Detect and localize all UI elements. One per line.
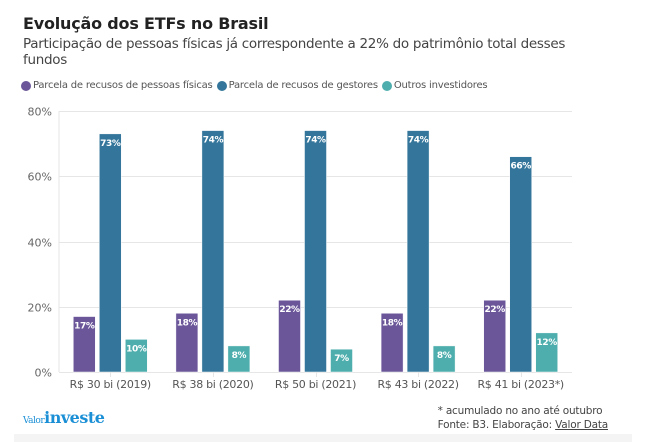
y-tick-label: 40% bbox=[28, 237, 52, 250]
bars: 17% 73% 10% 18% 74% 8% 22% 74% 7% 18% 74% 8% 22% 66% 1… bbox=[73, 130, 558, 373]
x-tick-label: R$ 50 bi (2021) bbox=[275, 378, 356, 391]
data-label: 18% bbox=[177, 318, 198, 328]
legend-item-outros[interactable]: Outros investidores bbox=[381, 80, 488, 91]
y-axis: 0% 20% 40% 60% 80% bbox=[28, 106, 52, 380]
legend-label: Outros investidores bbox=[393, 80, 488, 91]
bar bbox=[99, 133, 122, 373]
bar bbox=[73, 316, 96, 373]
data-label: 8% bbox=[232, 351, 247, 361]
y-tick-label: 20% bbox=[28, 302, 52, 315]
data-label: 22% bbox=[279, 305, 300, 315]
data-label: 22% bbox=[485, 305, 506, 315]
footer-bar bbox=[14, 434, 632, 442]
x-tick-label: R$ 43 bi (2022) bbox=[377, 378, 458, 391]
bar bbox=[227, 345, 251, 373]
legend-label: Parcela de recusos de pessoas físicas bbox=[33, 80, 213, 91]
valor-investe-logo: Valor investe bbox=[23, 408, 105, 427]
data-label: 12% bbox=[537, 338, 558, 348]
x-tick-label: R$ 38 bi (2020) bbox=[172, 378, 253, 391]
source-prefix: Fonte: B3. Elaboração: bbox=[437, 419, 556, 431]
logo-investe: investe bbox=[44, 408, 105, 427]
data-label: 73% bbox=[100, 139, 121, 149]
legend-item-pessoas-fisicas[interactable]: Parcela de recusos de pessoas físicas bbox=[21, 80, 213, 91]
x-axis: R$ 30 bi (2019) R$ 38 bi (2020) R$ 50 bi (… bbox=[70, 372, 564, 391]
legend-label: Parcela de recusos de gestores bbox=[228, 80, 378, 91]
legend: Parcela de recusos de pessoas físicas Pa… bbox=[21, 80, 491, 91]
bar bbox=[330, 348, 353, 373]
data-label: 17% bbox=[74, 322, 95, 332]
y-tick-label: 80% bbox=[28, 106, 52, 119]
legend-dot-icon bbox=[381, 80, 392, 91]
x-tick-label: R$ 30 bi (2019) bbox=[70, 378, 151, 391]
legend-dot-icon bbox=[21, 80, 31, 91]
bar-chart: 0% 20% 40% 60% 80% 17% 73% 10% 18% 74% 8% 22% 74% 7%… bbox=[28, 106, 572, 391]
bar bbox=[483, 299, 506, 373]
bar bbox=[125, 339, 148, 373]
data-label: 74% bbox=[408, 136, 429, 146]
legend-dot-icon bbox=[216, 80, 227, 91]
legend-item-gestores[interactable]: Parcela de recusos de gestores bbox=[216, 80, 378, 91]
data-label: 74% bbox=[305, 136, 326, 146]
x-tick-label: R$ 41 bi (2023*) bbox=[477, 378, 563, 391]
logo-valor: Valor bbox=[23, 416, 45, 426]
data-label: 66% bbox=[511, 162, 532, 172]
y-tick-label: 0% bbox=[35, 367, 52, 380]
y-tick-label: 60% bbox=[28, 171, 52, 184]
data-label: 7% bbox=[334, 354, 349, 364]
valor-data-link[interactable]: Valor Data bbox=[555, 419, 608, 431]
bar bbox=[509, 156, 532, 373]
data-label: 74% bbox=[203, 136, 224, 146]
footnote: * acumulado no ano até outubro bbox=[437, 405, 603, 417]
data-label: 8% bbox=[437, 351, 452, 361]
bar bbox=[201, 130, 225, 373]
chart-title: Evolução dos ETFs no Brasil bbox=[23, 14, 269, 33]
data-label: 10% bbox=[126, 344, 147, 354]
footer-notes: * acumulado no ano até outubro Fonte: B3… bbox=[437, 404, 609, 432]
bar bbox=[535, 332, 558, 373]
bar bbox=[175, 313, 199, 373]
bar bbox=[304, 130, 327, 373]
chart-subtitle: Participação de pessoas físicas já corre… bbox=[23, 36, 566, 68]
bar bbox=[278, 299, 301, 373]
source-line: Fonte: B3. Elaboração: Valor Data bbox=[437, 418, 609, 432]
bar bbox=[380, 313, 404, 373]
data-label: 18% bbox=[382, 318, 403, 328]
bar bbox=[406, 130, 430, 373]
bar bbox=[432, 345, 456, 373]
